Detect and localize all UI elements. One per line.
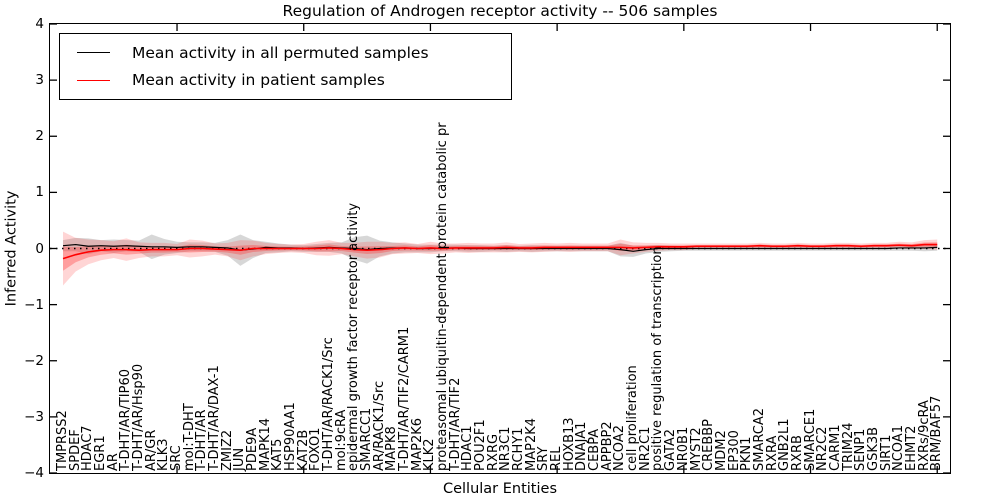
mean-line-permuted — [62, 243, 938, 252]
legend: Mean activity in all permuted samples Me… — [59, 33, 512, 100]
confidence-band-permuted — [63, 234, 938, 266]
y-tick-label: 2 — [35, 128, 44, 145]
y-tick-label: 4 — [35, 16, 44, 32]
plot-canvas — [50, 24, 950, 473]
legend-label: Mean activity in all permuted samples — [132, 43, 429, 62]
y-tick-label: 3 — [35, 72, 44, 89]
mean-line-patient — [62, 243, 938, 260]
legend-item-patient: Mean activity in patient samples — [60, 71, 511, 89]
red-line-sample-icon — [77, 79, 110, 81]
x-axis-title: Cellular Entities — [442, 481, 558, 497]
y-tick-label: −1 — [24, 296, 44, 313]
x-tick-label: BRM/BAF57 — [929, 395, 945, 471]
y-tick-label: −3 — [24, 408, 44, 425]
y-axis-title: Inferred Activity — [3, 190, 20, 307]
y-tick-label: −2 — [24, 352, 44, 369]
legend-item-permuted: Mean activity in all permuted samples — [60, 44, 511, 62]
y-tick-label: 0 — [35, 240, 44, 257]
confidence-band-patient-inner — [63, 242, 938, 271]
y-tick-label: 1 — [35, 184, 44, 201]
black-line-sample-icon — [77, 52, 110, 54]
legend-label: Mean activity in patient samples — [132, 71, 385, 90]
confidence-band-patient-outer — [63, 231, 938, 286]
chart-title: Regulation of Androgen receptor activity… — [282, 2, 718, 20]
y-tick-label: −4 — [24, 465, 44, 481]
